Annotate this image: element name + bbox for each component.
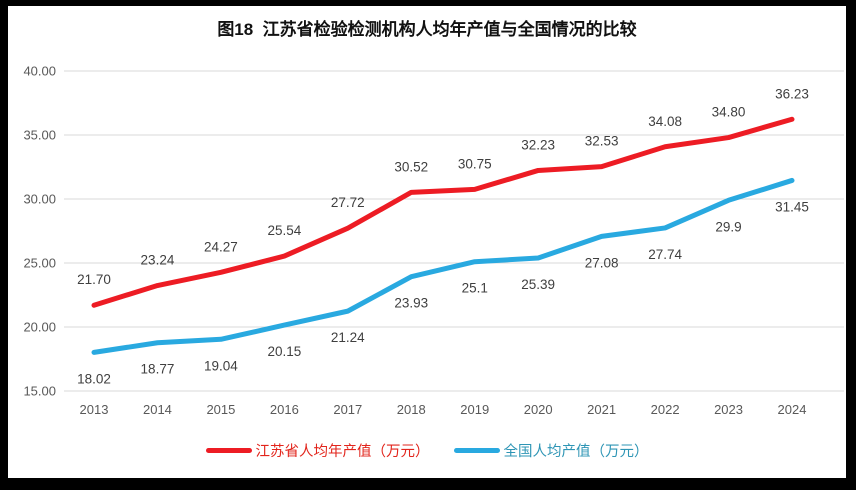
x-tick-label: 2014	[143, 402, 172, 417]
legend-item-jiangsu: 江苏省人均年产值（万元）	[205, 440, 430, 461]
y-tick-label: 35.00	[23, 128, 56, 143]
data-label: 31.45	[775, 199, 809, 214]
data-label: 29.9	[715, 219, 741, 234]
y-tick-label: 25.00	[23, 256, 56, 271]
x-tick-label: 2015	[206, 402, 235, 417]
chart-title: 图18 江苏省检验检测机构人均年产值与全国情况的比较	[217, 20, 637, 39]
data-label: 23.93	[394, 296, 428, 311]
legend-swatch-jiangsu-icon	[205, 448, 252, 453]
x-tick-label: 2016	[270, 402, 299, 417]
data-label: 25.54	[267, 223, 301, 238]
series-line-national	[91, 177, 795, 355]
data-label: 32.53	[585, 134, 619, 149]
y-tick-label: 40.00	[23, 64, 56, 79]
data-label: 30.75	[458, 156, 492, 171]
series-line-jiangsu	[91, 116, 795, 308]
x-tick-label: 2017	[333, 402, 362, 417]
legend-swatch-national-icon	[453, 448, 500, 453]
data-label: 21.24	[331, 330, 365, 345]
data-label: 27.74	[648, 247, 682, 262]
x-tick-label: 2024	[778, 402, 807, 417]
chart-panel: 图18 江苏省检验检测机构人均年产值与全国情况的比较 40.00 35.00 30.…	[8, 6, 846, 478]
data-label: 18.02	[77, 371, 111, 386]
data-label: 21.70	[77, 272, 111, 287]
data-label: 34.08	[648, 114, 682, 129]
data-label: 27.72	[331, 195, 365, 210]
legend: 江苏省人均年产值（万元） 全国人均产值（万元）	[8, 440, 846, 461]
x-tick-label: 2018	[397, 402, 426, 417]
x-tick-label: 2019	[460, 402, 489, 417]
x-tick-label: 2021	[587, 402, 616, 417]
data-label: 19.04	[204, 358, 238, 373]
data-label: 25.1	[462, 281, 488, 296]
data-label: 24.27	[204, 239, 238, 254]
x-tick-label: 2022	[651, 402, 680, 417]
x-tick-label: 2023	[714, 402, 743, 417]
y-tick-label: 30.00	[23, 192, 56, 207]
data-label: 30.52	[394, 159, 428, 174]
data-label: 27.08	[585, 255, 619, 270]
data-label: 23.24	[141, 253, 175, 268]
data-label: 20.15	[267, 344, 301, 359]
y-tick-label: 20.00	[23, 320, 56, 335]
data-label: 32.23	[521, 137, 555, 152]
chart-canvas: 40.00 35.00 30.00 25.00 20.00 15.00 2013 2014 20…	[23, 64, 844, 417]
data-label: 34.80	[712, 105, 746, 120]
legend-item-national: 全国人均产值（万元）	[453, 440, 649, 461]
data-label: 25.39	[521, 277, 555, 292]
data-label: 18.77	[141, 362, 175, 377]
x-tick-label: 2020	[524, 402, 553, 417]
x-tick-label: 2013	[80, 402, 109, 417]
y-tick-label: 15.00	[23, 384, 56, 399]
data-label: 36.23	[775, 86, 809, 101]
legend-label-national: 全国人均产值（万元）	[503, 444, 649, 460]
legend-label-jiangsu: 江苏省人均年产值（万元）	[255, 444, 430, 460]
